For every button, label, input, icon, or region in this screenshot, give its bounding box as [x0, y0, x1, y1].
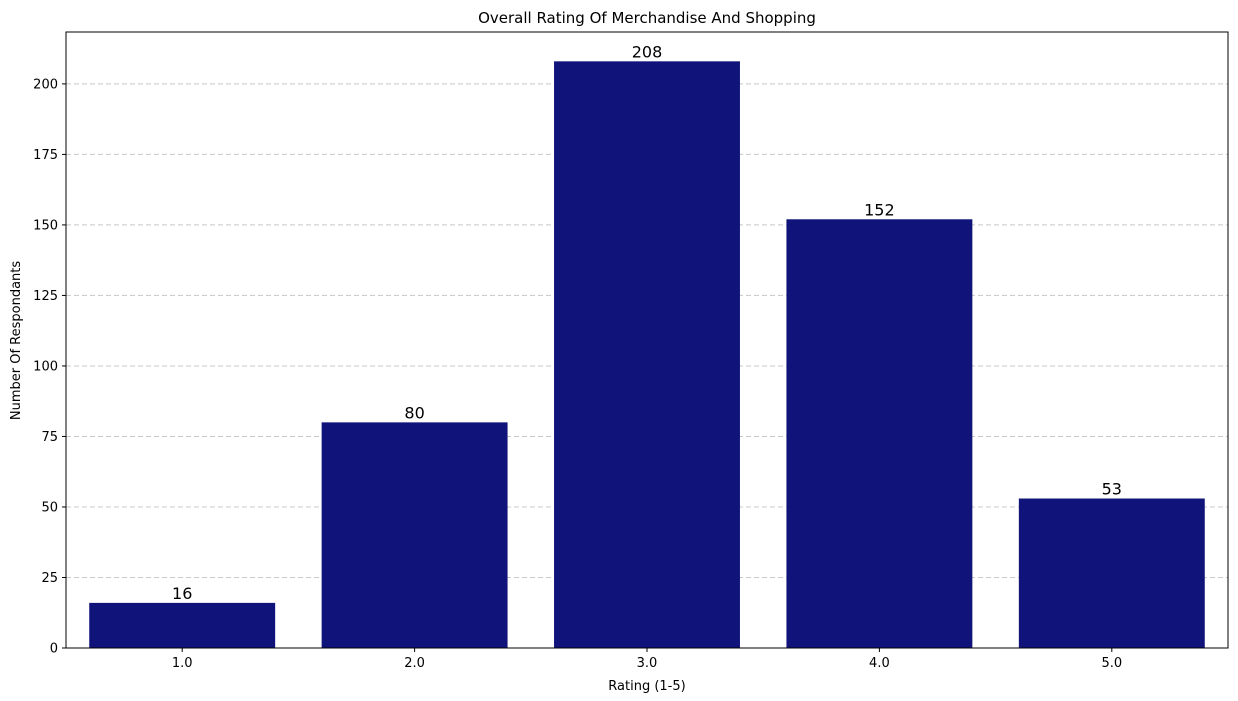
- bar-3.0: [554, 61, 740, 649]
- plot-frame: [65, 31, 1229, 649]
- x-tick-label: 3.0: [637, 656, 658, 671]
- y-tick-label: 75: [41, 430, 58, 445]
- y-tick-label: 200: [33, 77, 58, 92]
- y-tick-label: 50: [41, 500, 58, 515]
- bar-5.0: [1018, 498, 1205, 648]
- x-axis-label: Rating (1-5): [608, 679, 685, 694]
- bar-value-label: 152: [864, 200, 895, 219]
- axis-layer: 0 25 50 75 100 125 150 175 200 1.0 2.0 3.0 4.0 5.0: [33, 31, 1229, 671]
- bar-value-label: 80: [404, 403, 424, 422]
- y-tick-label: 0: [50, 642, 58, 657]
- bar-layer: [89, 61, 1205, 649]
- bar-2.0: [321, 422, 508, 648]
- bar-4.0: [786, 219, 973, 649]
- x-tick-label: 2.0: [404, 656, 425, 671]
- bar-value-label: 53: [1102, 480, 1122, 499]
- bar-value-label: 208: [632, 42, 663, 61]
- y-tick-label: 175: [33, 148, 58, 163]
- y-tick-label: 25: [41, 571, 58, 586]
- x-tick-label: 5.0: [1101, 656, 1122, 671]
- y-axis-label: Number Of Respondants: [9, 261, 24, 421]
- bar-label-layer: 16 80 208 152 53: [172, 42, 1122, 603]
- x-tick-label: 1.0: [172, 656, 193, 671]
- bar-1.0: [89, 602, 276, 648]
- bar-value-label: 16: [172, 584, 192, 603]
- x-tick-label: 4.0: [869, 656, 890, 671]
- y-tick-label: 150: [33, 218, 58, 233]
- y-tick-label: 100: [33, 359, 58, 374]
- chart-title: Overall Rating Of Merchandise And Shoppi…: [478, 9, 816, 27]
- y-tick-label: 125: [33, 289, 58, 304]
